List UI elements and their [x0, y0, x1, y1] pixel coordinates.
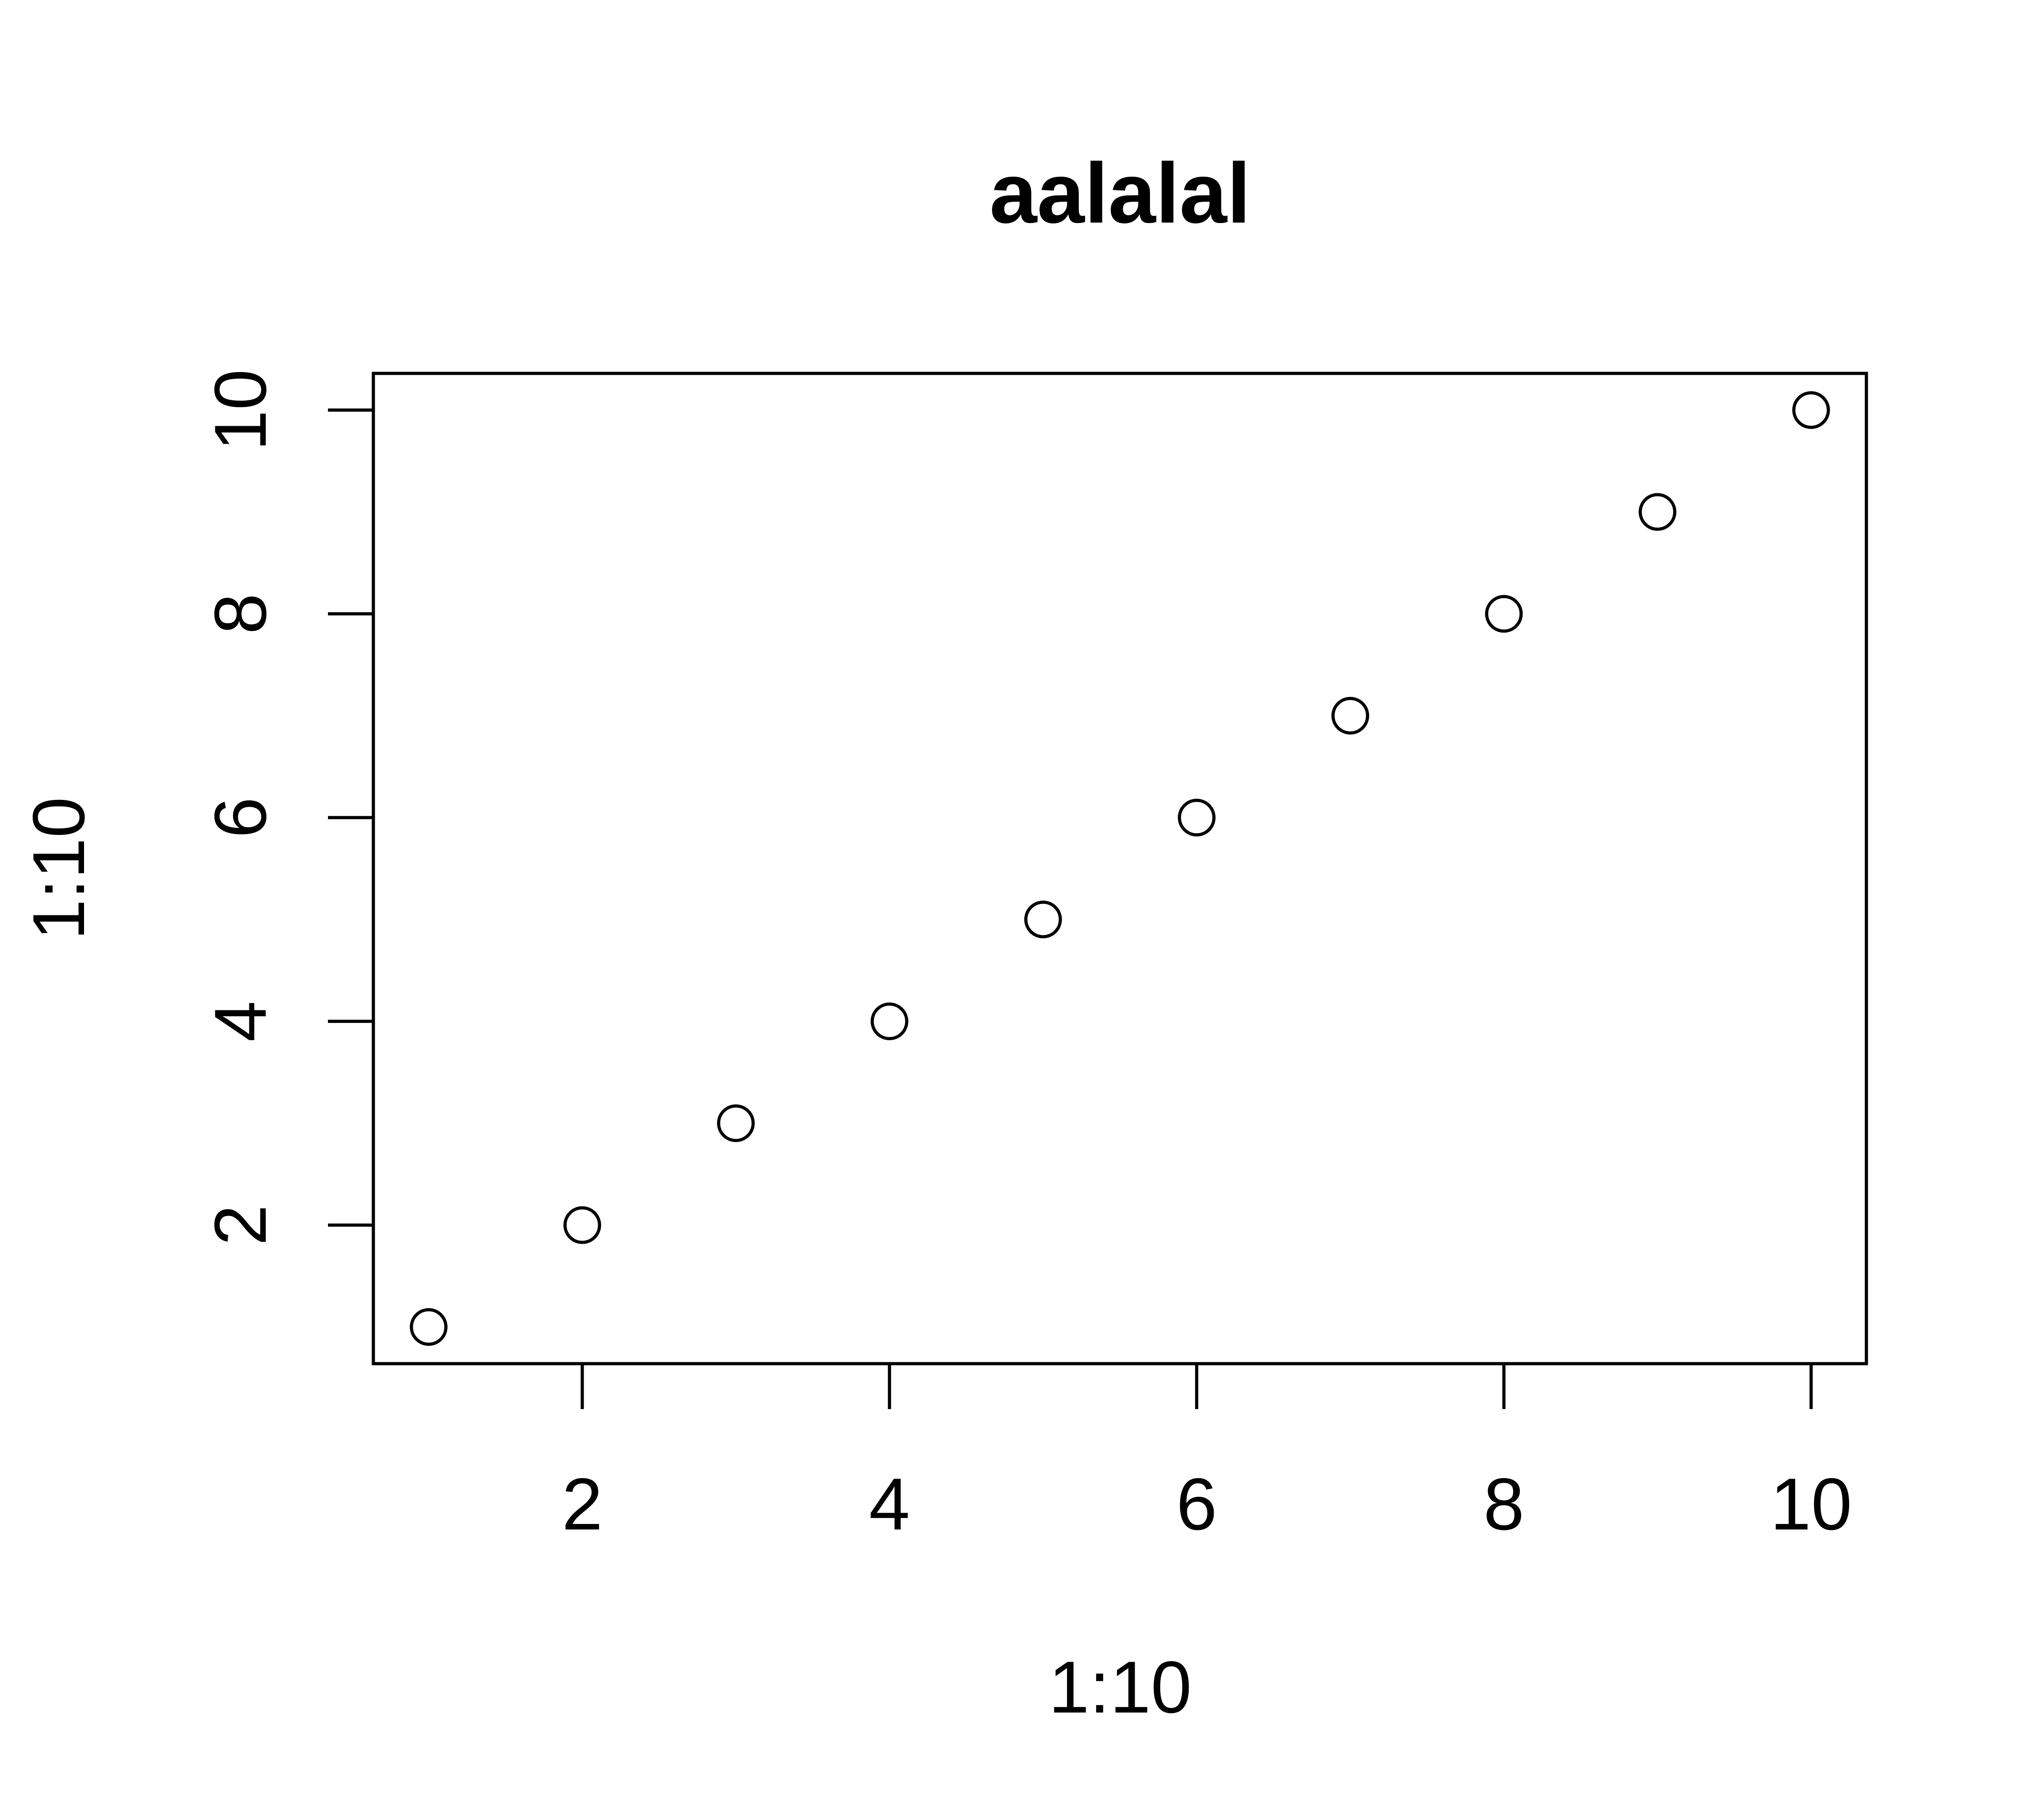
- chart-title: aalalal: [990, 145, 1251, 241]
- plot-frame: [372, 372, 1868, 1365]
- data-point: [1178, 799, 1216, 837]
- data-point: [1024, 900, 1062, 938]
- data-point: [1638, 493, 1677, 531]
- x-tick-label-10: 10: [1770, 1463, 1852, 1545]
- x-axis-label: 1:10: [1048, 1646, 1191, 1728]
- data-point: [410, 1308, 448, 1346]
- x-tick-label-2: 2: [562, 1463, 603, 1545]
- data-point: [1485, 595, 1523, 633]
- x-tick-label-6: 6: [1176, 1463, 1217, 1545]
- x-axis: 2 4 6 8 10: [562, 1364, 1852, 1545]
- y-tick-label-2: 2: [199, 1205, 282, 1246]
- y-tick-label-4: 4: [199, 1001, 282, 1042]
- x-tick-label-8: 8: [1483, 1463, 1524, 1545]
- data-point: [1331, 697, 1369, 735]
- data-point: [717, 1104, 755, 1142]
- x-tick-label-4: 4: [869, 1463, 910, 1545]
- y-axis-label: 1:10: [18, 797, 100, 940]
- data-point: [563, 1206, 601, 1244]
- data-point: [1792, 391, 1830, 429]
- y-tick-label-8: 8: [199, 593, 282, 634]
- y-axis: 2 4 6 8 10: [199, 369, 373, 1246]
- data-points: [410, 391, 1830, 1346]
- data-point: [870, 1002, 908, 1040]
- y-tick-label-6: 6: [199, 797, 282, 838]
- y-tick-label-10: 10: [199, 369, 282, 451]
